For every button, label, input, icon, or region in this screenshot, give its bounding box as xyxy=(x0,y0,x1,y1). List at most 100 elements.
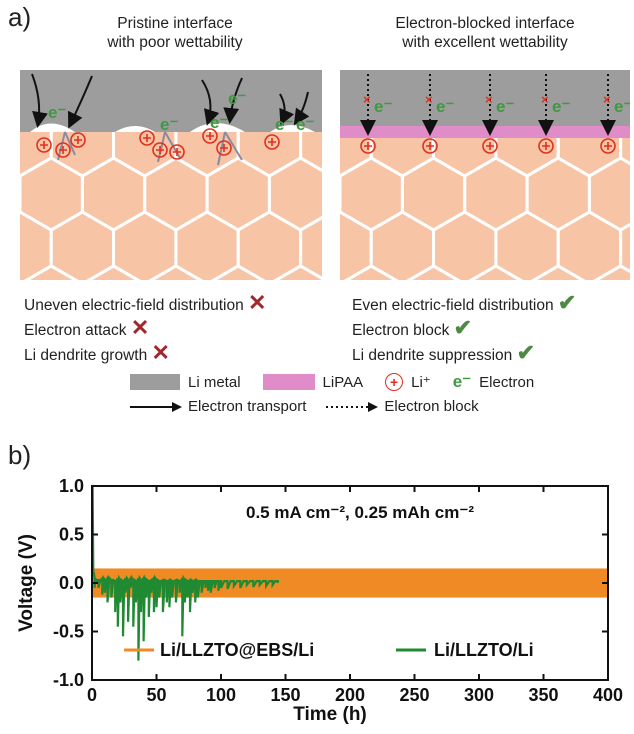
svg-text:e⁻: e⁻ xyxy=(552,97,570,116)
x-tick-label: 50 xyxy=(146,685,166,705)
caption-text: Li dendrite growth xyxy=(24,347,148,364)
check-icon: ✔ xyxy=(516,340,536,365)
x-tick-label: 0 xyxy=(87,685,97,705)
y-tick-label: 1.0 xyxy=(59,476,84,496)
right-caption-1: Even electric-field distribution ✔ xyxy=(352,290,576,315)
grain xyxy=(273,264,322,280)
check-icon: ✔ xyxy=(557,290,577,315)
grain xyxy=(531,264,586,280)
y-tick-label: -1.0 xyxy=(53,670,84,690)
lipaa-layer xyxy=(340,126,630,138)
svg-text:e⁻: e⁻ xyxy=(228,89,246,108)
caption-text: Even electric-field distribution xyxy=(352,297,554,314)
grain xyxy=(86,264,141,280)
caption-text: Electron block xyxy=(352,322,450,339)
grain xyxy=(468,264,524,280)
y-tick-label: -0.5 xyxy=(53,622,84,642)
left-title-line1: Pristine interface xyxy=(117,15,233,32)
right-title: Electron-blocked interface with excellen… xyxy=(340,14,630,52)
grain xyxy=(406,264,461,280)
legend-llzto-label: Li/LLZTO/Li xyxy=(434,640,534,660)
panel-b-label: b) xyxy=(8,440,32,470)
left-title: Pristine interface with poor wettability xyxy=(60,14,290,52)
x-tick-label: 200 xyxy=(335,685,365,705)
caption-text: Uneven electric-field distribution xyxy=(24,297,244,314)
legend-electron-symbol: e⁻ xyxy=(452,372,472,391)
svg-text:e⁻: e⁻ xyxy=(48,103,66,122)
current-density-annotation: 0.5 mA cm⁻², 0.25 mAh cm⁻² xyxy=(246,503,474,522)
legend-electron: Electron xyxy=(479,373,535,391)
dotted-arrow-icon xyxy=(326,401,379,412)
svg-text:e⁻: e⁻ xyxy=(436,97,454,116)
left-caption-2: Electron attack ✕ xyxy=(24,315,266,340)
y-tick-label: 0.0 xyxy=(59,573,84,593)
lipaa-swatch xyxy=(262,374,315,390)
right-captions: Even electric-field distribution ✔ Elect… xyxy=(352,290,576,365)
svg-text:×: × xyxy=(485,92,493,107)
left-title-line2: with poor wettability xyxy=(107,34,243,51)
caption-text: Electron attack xyxy=(24,322,127,339)
x-tick-label: 100 xyxy=(206,685,236,705)
x-tick-label: 300 xyxy=(464,685,494,705)
right-title-line2: with excellent wettability xyxy=(402,34,568,51)
x-tick-label: 250 xyxy=(399,685,429,705)
svg-text:×: × xyxy=(603,92,611,107)
svg-text:e⁻: e⁻ xyxy=(296,115,314,134)
block-crosses: × × × × × xyxy=(363,92,611,107)
y-axis-label: Voltage (V) xyxy=(16,534,37,632)
x-axis-label: Time (h) xyxy=(293,704,367,725)
right-caption-3: Li dendrite suppression ✔ xyxy=(352,340,576,365)
right-caption-2: Electron block ✔ xyxy=(352,315,576,340)
grain xyxy=(148,264,204,280)
plot-area: 0 50 100 150 200 250 300 350 400 1.0 0.5 0.0 -0.5 -1.… xyxy=(16,476,623,725)
left-interface-schematic: e⁻e⁻ e⁻ e⁻e⁻ e⁻ xyxy=(20,70,322,280)
legend-ebs-label: Li/LLZTO@EBS/Li xyxy=(160,640,314,660)
electron-transport-arrows xyxy=(31,73,310,129)
svg-text:e⁻: e⁻ xyxy=(160,115,178,134)
svg-text:e⁻: e⁻ xyxy=(374,97,392,116)
legend-li-metal: Li metal xyxy=(188,373,241,391)
caption-text: Li dendrite suppression xyxy=(352,347,513,364)
voltage-time-chart: 0 50 100 150 200 250 300 350 400 1.0 0.5 0.0 -0.5 -1.… xyxy=(16,476,623,725)
legend-row-1: Li metal LiPAA + Li⁺ e⁻ Electron xyxy=(130,372,534,392)
check-icon: ✔ xyxy=(453,315,473,340)
right-title-line1: Electron-blocked interface xyxy=(395,15,575,32)
grain xyxy=(343,264,399,280)
legend-lipaa: LiPAA xyxy=(322,373,364,391)
li-ion-icon: + xyxy=(385,373,404,391)
solid-arrow-icon xyxy=(130,401,182,412)
x-tick-label: 350 xyxy=(528,685,558,705)
li-ion-markers xyxy=(36,128,280,160)
panel-a-label: a) xyxy=(8,2,32,32)
svg-text:e⁻: e⁻ xyxy=(496,97,514,116)
li-ion-markers xyxy=(360,138,616,154)
series-llzto-line xyxy=(91,484,279,661)
svg-text:e⁻: e⁻ xyxy=(210,113,228,132)
grain xyxy=(211,264,266,280)
svg-text:e⁻: e⁻ xyxy=(614,97,630,116)
svg-text:×: × xyxy=(541,92,549,107)
svg-text:e⁻: e⁻ xyxy=(275,115,293,134)
li-metal-layer xyxy=(340,70,630,126)
svg-text:×: × xyxy=(425,92,433,107)
cross-icon: ✕ xyxy=(151,340,170,365)
legend-electron-transport: Electron transport xyxy=(188,398,307,415)
x-tick-label: 400 xyxy=(593,685,623,705)
legend-row-2: Electron transport Electron block xyxy=(130,398,479,415)
left-caption-3: Li dendrite growth ✕ xyxy=(24,340,266,365)
x-tick-label: 150 xyxy=(270,685,300,705)
cross-icon: ✕ xyxy=(248,290,267,315)
legend-li-ion: Li⁺ xyxy=(411,374,431,391)
left-captions: Uneven electric-field distribution ✕ Ele… xyxy=(24,290,266,365)
li-metal-swatch xyxy=(130,374,180,390)
grain xyxy=(593,264,630,280)
interface-voids xyxy=(30,123,315,132)
left-caption-1: Uneven electric-field distribution ✕ xyxy=(24,290,266,315)
grain xyxy=(23,264,79,280)
li-ion-plus-signs xyxy=(364,142,612,150)
legend-electron-block: Electron block xyxy=(384,398,479,415)
cross-icon: ✕ xyxy=(130,315,150,340)
svg-text:×: × xyxy=(363,92,371,107)
electron-labels: e⁻ e⁻ e⁻ e⁻ e⁻ xyxy=(374,97,630,116)
li-ion-plus-signs xyxy=(40,132,276,156)
